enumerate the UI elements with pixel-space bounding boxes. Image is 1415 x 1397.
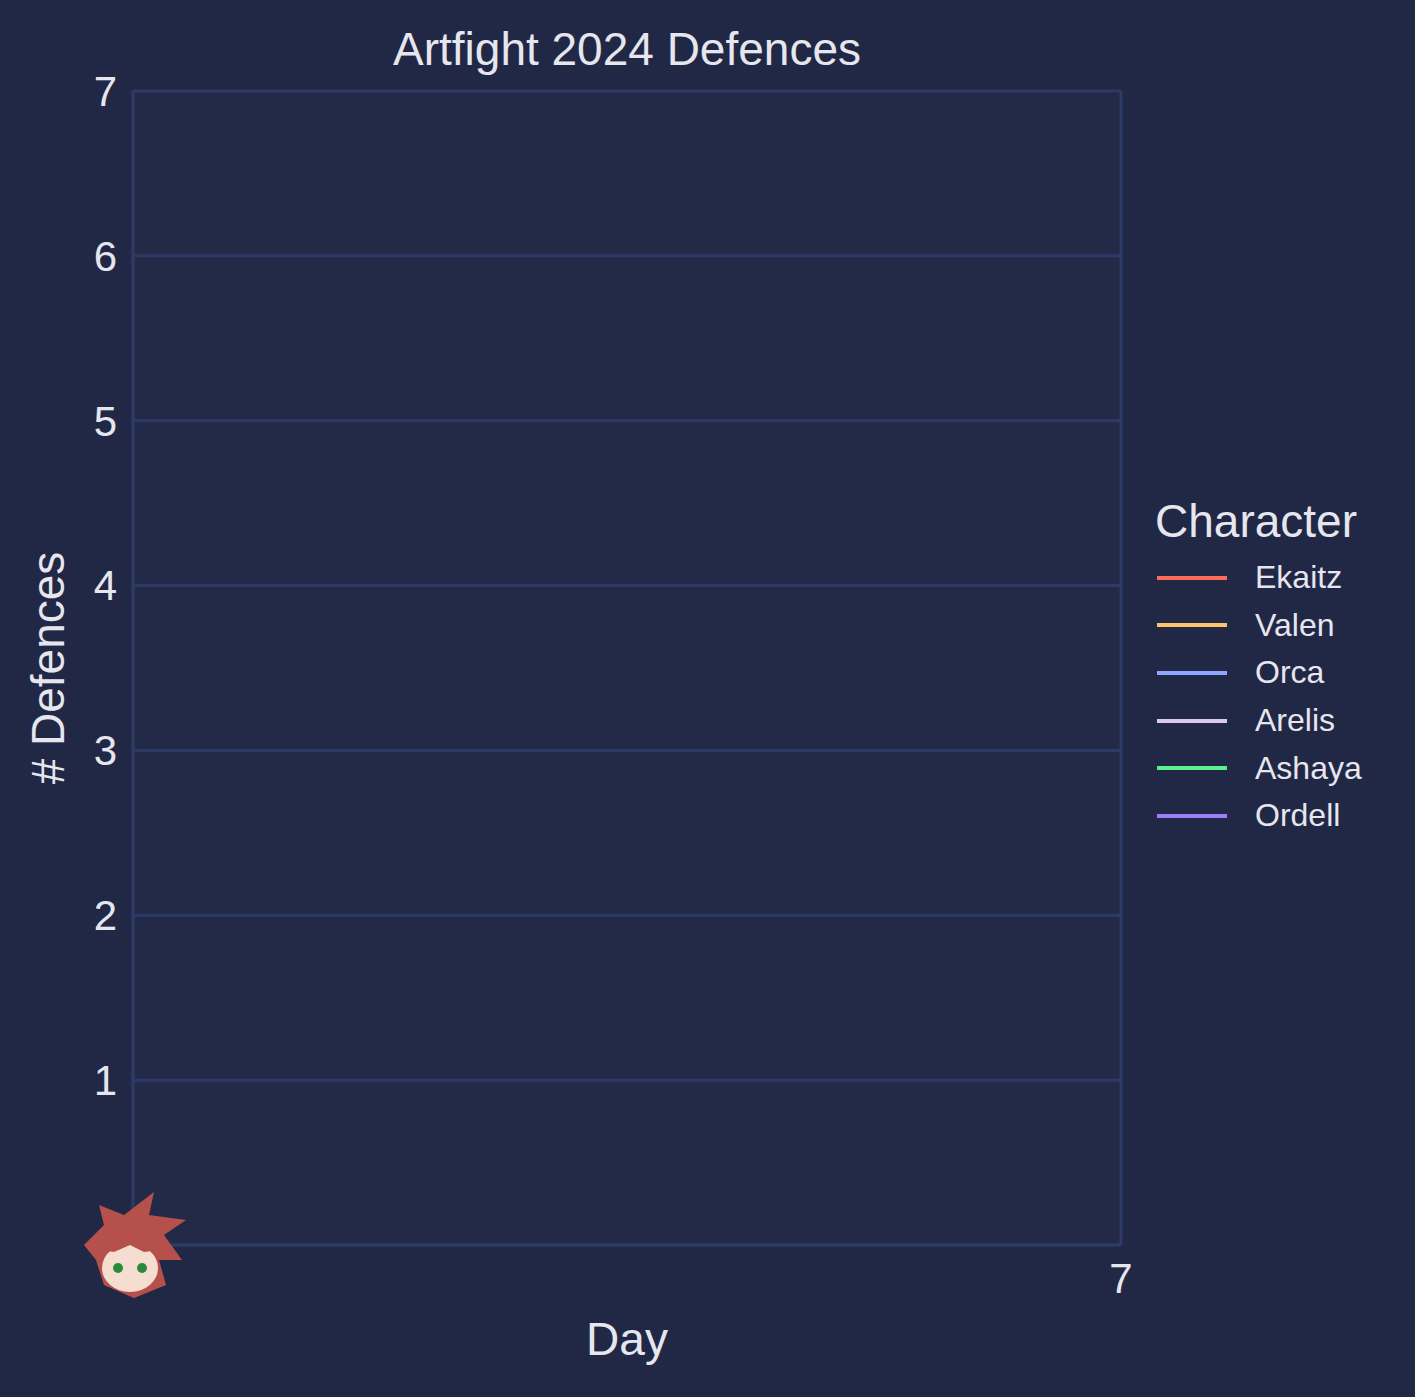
svg-text:4: 4: [94, 562, 117, 609]
html-text:Ashaya: Ashaya: [1255, 749, 1362, 786]
svg-text:1: 1: [94, 1057, 117, 1104]
svg-text:5: 5: [94, 398, 117, 445]
svg-text:6: 6: [94, 233, 117, 280]
html-text:Ekaitz: Ekaitz: [1255, 559, 1343, 596]
svg-text:3: 3: [94, 727, 117, 774]
html-text:Day: Day: [586, 1313, 668, 1365]
svg-text:7: 7: [1109, 1255, 1132, 1302]
svg-text:7: 7: [94, 68, 117, 115]
html-text:# Defences: # Defences: [22, 551, 74, 785]
html-text:Ordell: Ordell: [1255, 797, 1341, 834]
html-text:Arelis: Arelis: [1255, 702, 1335, 739]
html-text:Artfight 2024 Defences: Artfight 2024 Defences: [393, 23, 861, 75]
svg-text:2: 2: [94, 892, 117, 939]
html-text:Character: Character: [1155, 495, 1357, 547]
html-text:Valen: Valen: [1255, 606, 1335, 643]
html-text:Orca: Orca: [1255, 654, 1325, 691]
